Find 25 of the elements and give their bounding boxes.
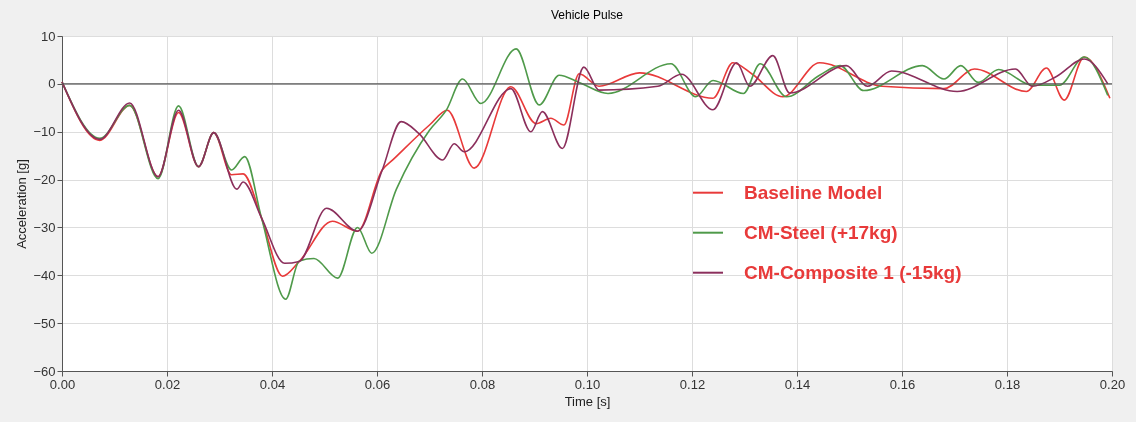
legend-label: CM-Composite 1 (-15kg): [744, 261, 962, 283]
x-tick-label: 0.04: [259, 376, 286, 392]
x-tick-label: 0.06: [364, 376, 391, 392]
x-tick-label: 0.08: [469, 376, 496, 392]
y-tick-label: −60: [33, 363, 56, 379]
x-axis-title: Time [s]: [564, 393, 611, 409]
y-axis-title: Acceleration [g]: [14, 159, 30, 249]
x-tick-label: 0.16: [889, 376, 916, 392]
legend-label: CM-Steel (+17kg): [744, 221, 898, 243]
y-tick-label: 10: [41, 28, 56, 44]
y-tick-label: 0: [48, 76, 56, 92]
x-tick-label: 0.14: [784, 376, 811, 392]
y-tick-label: −30: [33, 219, 56, 235]
y-tick-label: −40: [33, 267, 56, 283]
x-tick-label: 0.10: [574, 376, 601, 392]
y-tick-label: −20: [33, 172, 56, 188]
legend-label: Baseline Model: [744, 181, 883, 203]
x-tick-label: 0.20: [1099, 376, 1126, 392]
y-tick-label: −50: [33, 315, 56, 331]
x-tick-label: 0.00: [49, 376, 76, 392]
x-tick-label: 0.02: [154, 376, 181, 392]
x-tick-label: 0.18: [994, 376, 1021, 392]
x-tick-label: 0.12: [679, 376, 706, 392]
y-tick-label: −10: [33, 124, 56, 140]
chart-title: Vehicle Pulse: [550, 8, 624, 22]
